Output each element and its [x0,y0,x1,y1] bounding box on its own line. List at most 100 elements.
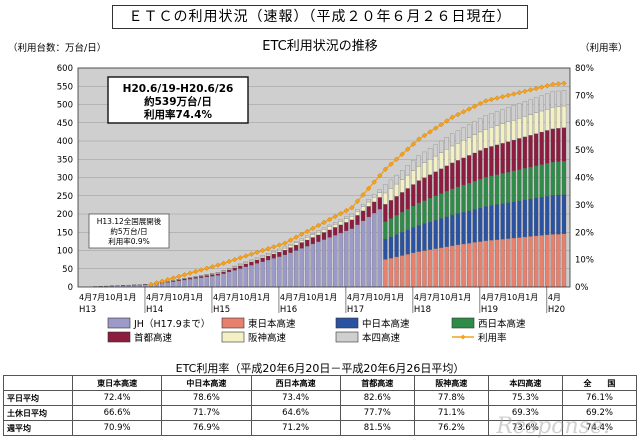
bar-segment-hanshin [416,166,421,181]
rate-marker [527,87,534,93]
y-tick-label-right: 20% [575,228,594,238]
bar-segment-east [416,251,421,288]
bar-segment-hanshin [483,129,488,149]
bar-segment-hanshin [338,221,343,225]
rate-marker [416,136,422,142]
bar-month [232,265,237,288]
bar-segment-hanshin [500,123,505,144]
bar-segment-metro [478,150,483,180]
bar-segment-east [450,245,455,288]
legend-label: 利用率 [478,332,507,344]
rate-marker [259,247,266,254]
bar-segment-central [545,196,550,235]
rate-marker [505,92,511,99]
x-year-label: H19 [481,305,498,315]
rate-marker [455,111,461,118]
bar-month [182,278,187,288]
bar-segment-jh [338,232,343,288]
bar-segment-hanshin [388,188,394,201]
row-label: 土休日平均 [3,405,73,421]
table-cell: 70.9% [71,420,163,436]
rate-marker [237,255,243,261]
bar-segment-honshi [455,130,461,144]
rate-marker [287,237,294,243]
x-tick-label: 4月7月10月1月 [79,293,136,302]
rate-line [148,80,567,288]
bar-month [489,113,494,288]
bar-segment-honshi [383,184,388,194]
bar-segment-west [383,221,388,240]
bar-segment-hanshin [243,262,248,264]
bar-segment-metro [316,234,321,242]
bar-month [427,148,433,288]
bar-segment-west [444,191,449,217]
row-label: 平日平均 [3,390,73,406]
bar-segment-honshi [450,133,455,147]
bar-segment-honshi [416,155,421,167]
legend-item-east: 東日本高速 [221,317,296,330]
bar-segment-west [455,186,461,214]
bar-segment-metro [383,204,388,222]
bar-segment-east [472,242,477,288]
bar-month [282,246,288,288]
bar-month [355,209,360,288]
bar-segment-central [550,195,555,235]
bar-month [550,91,555,288]
bar-segment-metro [327,229,332,238]
bar-segment-metro [243,263,248,267]
bar-segment-central [533,197,539,236]
y-tick-label-left: 500 [57,101,73,111]
bar-segment-central [511,201,516,239]
table-cell: 69.2% [561,405,638,421]
bar-segment-east [444,246,449,288]
bar-segment-jh [260,261,265,288]
bar-segment-jh [316,241,321,288]
bar-segment-honshi [338,219,343,222]
bar-segment-central [506,202,511,239]
bar-segment-honshi [500,109,505,124]
x-year-label: H14 [146,305,163,315]
x-year-label: H17 [347,305,364,315]
rate-marker [388,161,394,167]
rate-marker [477,100,483,107]
bar-segment-metro [293,244,299,251]
y-tick-label-right: 50% [575,146,594,156]
bar-segment-hanshin [383,192,388,205]
summary-title: ETC利用率（平成20年6月20日－平成20年6月26日平均） [175,362,465,375]
bar-segment-hanshin [539,110,544,133]
rate-marker [293,234,299,240]
bar-segment-honshi [344,216,349,219]
bar-segment-metro [561,127,567,162]
bar-segment-metro [411,184,416,207]
bar-segment-hanshin [227,268,232,270]
bar-segment-metro [349,219,355,229]
y-tick-label-left: 350 [57,155,73,165]
bar-segment-central [517,200,522,238]
table-body: 平日平均 72.4% 78.6% 73.4% 82.6% 77.8% 75.3% 76.1% 土… [3,390,638,436]
column-header: 阪神高速 [413,375,489,391]
bar-segment-metro [500,143,505,174]
bar-segment-metro [416,180,421,204]
bar-segment-jh [227,271,232,288]
bar-segment-jh [327,237,332,288]
rate-marker [165,276,171,283]
bar-month [483,115,488,288]
bar-segment-metro [372,201,377,214]
bar-segment-honshi [494,111,500,126]
bar-segment-metro [187,277,193,280]
bar-segment-honshi [478,118,483,133]
bar-month [394,174,399,288]
bar-segment-east [467,243,472,288]
bar-segment-west [522,168,528,200]
rate-marker [421,132,428,139]
bar-segment-metro [366,206,371,218]
bar-segment-hanshin [450,145,455,163]
rate-marker [209,264,216,270]
y-axis-label-right: （利用率） [580,42,628,54]
rate-marker [494,95,500,101]
y-axis-label-left: （利用台数：万台/日） [8,42,106,54]
bar-segment-central [388,236,394,259]
bar-segment-hanshin [260,256,265,258]
bar-segment-honshi [467,124,472,138]
bar-segment-metro [310,237,315,245]
